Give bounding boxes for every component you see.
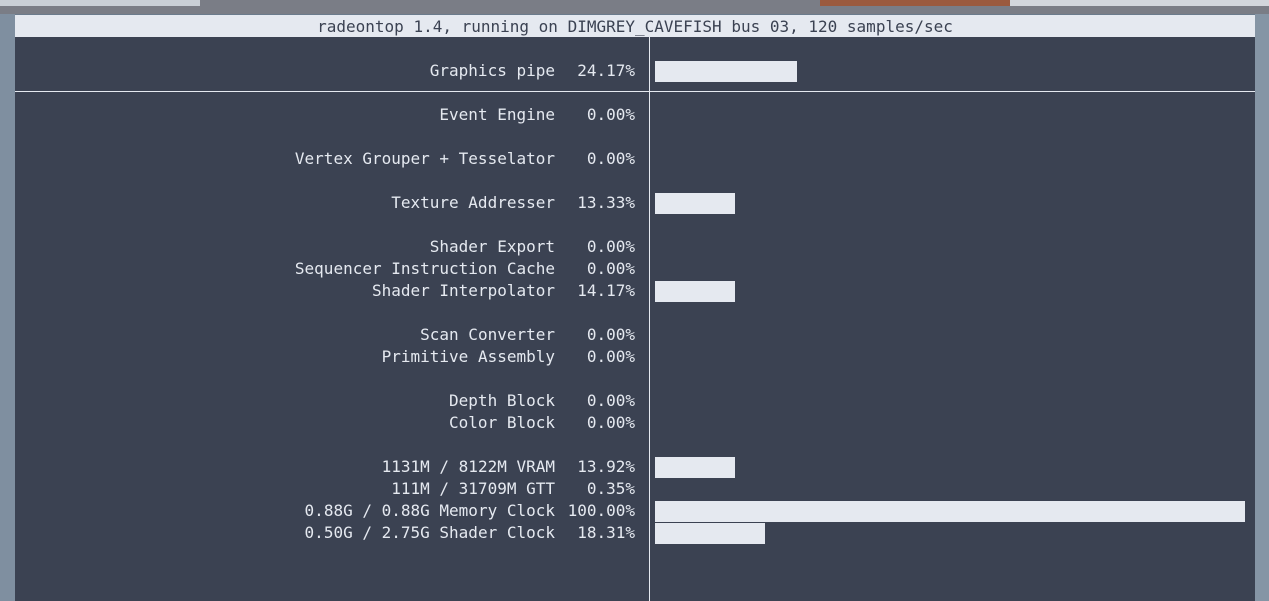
stat-row: Scan Converter 0.00% xyxy=(15,324,1255,346)
stat-row: Depth Block 0.00% xyxy=(15,390,1255,412)
stat-label: Sequencer Instruction Cache xyxy=(294,259,555,278)
stat-percent: 0.00% xyxy=(586,391,635,410)
stat-label: Primitive Assembly xyxy=(381,347,555,366)
stat-row: Color Block 0.00% xyxy=(15,412,1255,434)
stat-row: 111M / 31709M GTT 0.35% xyxy=(15,478,1255,500)
usage-bar xyxy=(655,523,765,544)
stat-percent: 0.00% xyxy=(586,105,635,124)
desktop-strip xyxy=(0,0,200,6)
stat-percent: 0.00% xyxy=(586,259,635,278)
usage-bar xyxy=(655,193,735,214)
stat-label: 1131M / 8122M VRAM xyxy=(381,457,555,476)
section-divider xyxy=(15,91,1255,92)
desktop-strip xyxy=(820,0,1010,6)
stat-row: Shader Export 0.00% xyxy=(15,236,1255,258)
column-divider xyxy=(649,37,650,601)
stat-percent: 0.00% xyxy=(586,237,635,256)
stat-label: 0.50G / 2.75G Shader Clock xyxy=(304,523,555,542)
stat-label: Scan Converter xyxy=(420,325,555,344)
stat-label: Event Engine xyxy=(439,105,555,124)
desktop-strip xyxy=(1010,0,1269,6)
stat-label: Texture Addresser xyxy=(391,193,555,212)
stat-percent: 13.33% xyxy=(577,193,635,212)
stat-row: 0.50G / 2.75G Shader Clock 18.31% xyxy=(15,522,1255,544)
usage-bar xyxy=(655,501,1245,522)
stat-label: Depth Block xyxy=(449,391,555,410)
stat-percent: 0.35% xyxy=(586,479,635,498)
stat-percent: 0.00% xyxy=(586,325,635,344)
stat-row: 1131M / 8122M VRAM 13.92% xyxy=(15,456,1255,478)
stat-percent: 24.17% xyxy=(577,61,635,80)
stat-row: Primitive Assembly 0.00% xyxy=(15,346,1255,368)
stat-row: Event Engine 0.00% xyxy=(15,104,1255,126)
stat-row: Shader Interpolator 14.17% xyxy=(15,280,1255,302)
stat-row: Graphics pipe 24.17% xyxy=(15,60,1255,82)
desktop-background-left xyxy=(0,14,15,601)
desktop-background-right xyxy=(1255,14,1269,601)
stat-row: 0.88G / 0.88G Memory Clock 100.00% xyxy=(15,500,1255,522)
stat-label: Graphics pipe xyxy=(429,61,555,80)
stat-row: Texture Addresser 13.33% xyxy=(15,192,1255,214)
usage-bar xyxy=(655,457,735,478)
stat-label: Shader Export xyxy=(429,237,555,256)
stat-label: Shader Interpolator xyxy=(371,281,555,300)
stat-label: Vertex Grouper + Tesselator xyxy=(294,149,555,168)
stat-label: 0.88G / 0.88G Memory Clock xyxy=(304,501,555,520)
header-title: radeontop 1.4, running on DIMGREY_CAVEFI… xyxy=(15,15,1255,37)
stat-percent: 0.00% xyxy=(586,347,635,366)
stat-row: Sequencer Instruction Cache 0.00% xyxy=(15,258,1255,280)
stat-percent: 0.00% xyxy=(586,413,635,432)
stat-percent: 13.92% xyxy=(577,457,635,476)
stat-label: 111M / 31709M GTT xyxy=(391,479,555,498)
stat-row: Vertex Grouper + Tesselator 0.00% xyxy=(15,148,1255,170)
desktop-background-top xyxy=(0,0,1269,14)
stat-label: Color Block xyxy=(449,413,555,432)
stat-percent: 18.31% xyxy=(577,523,635,542)
stat-percent: 14.17% xyxy=(577,281,635,300)
stat-percent: 0.00% xyxy=(586,149,635,168)
usage-bar xyxy=(655,61,797,82)
usage-bar xyxy=(655,281,735,302)
terminal-window[interactable]: radeontop 1.4, running on DIMGREY_CAVEFI… xyxy=(15,15,1255,601)
stat-percent: 100.00% xyxy=(567,501,635,520)
